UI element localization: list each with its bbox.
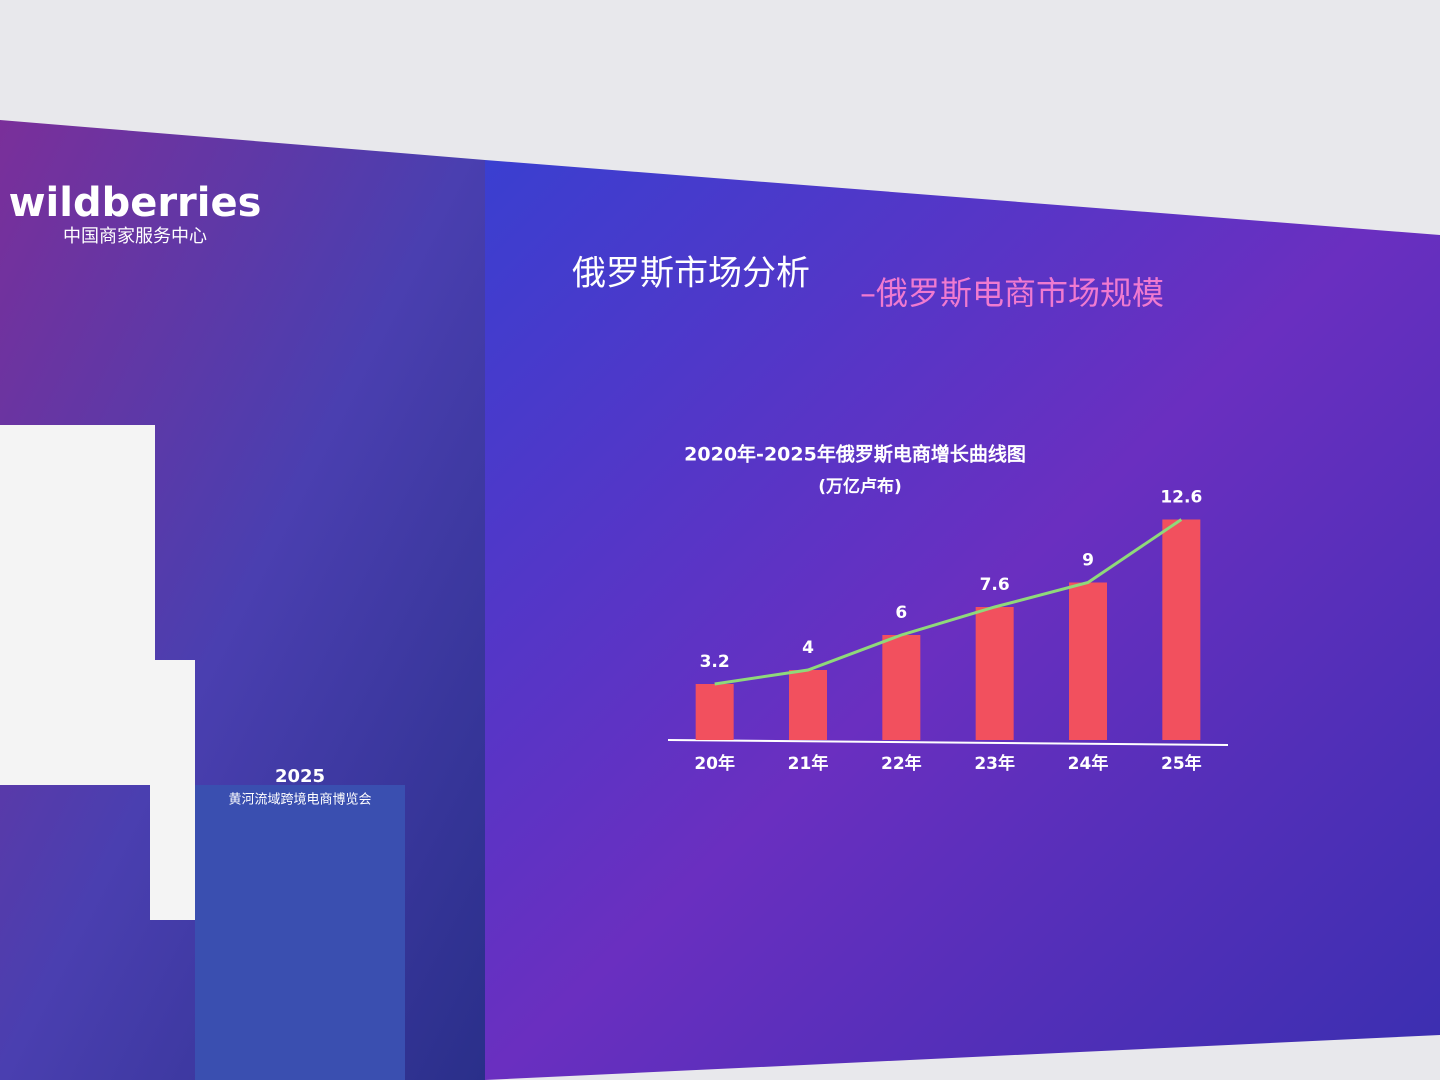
value-label: 7.6 <box>980 575 1010 595</box>
x-tick-label: 23年 <box>974 753 1015 774</box>
bar <box>975 607 1014 740</box>
value-label: 12.6 <box>1160 488 1202 508</box>
x-tick-label: 21年 <box>788 753 829 774</box>
x-tick-label: 25年 <box>1161 753 1202 774</box>
podium-name: 黄河流域跨境电商博览会 <box>228 792 371 808</box>
value-label: 3.2 <box>700 652 730 672</box>
bar <box>1069 582 1107 740</box>
x-tick-label: 22年 <box>881 753 922 774</box>
bar <box>789 670 827 740</box>
bar <box>1162 519 1201 740</box>
podium-year: 2025 <box>275 766 325 787</box>
chart-title: 2020年-2025年俄罗斯电商增长曲线图 <box>684 443 1026 466</box>
value-label: 9 <box>1082 551 1094 571</box>
x-tick-label: 20年 <box>694 753 735 774</box>
logo-brand: wildberries <box>9 180 262 226</box>
screen <box>485 160 1440 1080</box>
bar <box>695 684 734 740</box>
speaker <box>150 660 195 920</box>
slide-subtitle: –俄罗斯电商市场规模 <box>860 274 1164 312</box>
logo-subtitle: 中国商家服务中心 <box>63 226 207 247</box>
x-axis <box>667 739 1229 746</box>
chart-subtitle: (万亿卢布) <box>818 476 902 497</box>
bar <box>882 635 921 740</box>
podium <box>195 785 405 1080</box>
value-label: 4 <box>802 638 814 658</box>
x-tick-label: 24年 <box>1068 753 1109 774</box>
trend-line <box>714 518 1183 686</box>
slide-title: 俄罗斯市场分析 <box>572 254 810 294</box>
qr-code <box>0 425 155 785</box>
value-label: 6 <box>895 603 907 623</box>
